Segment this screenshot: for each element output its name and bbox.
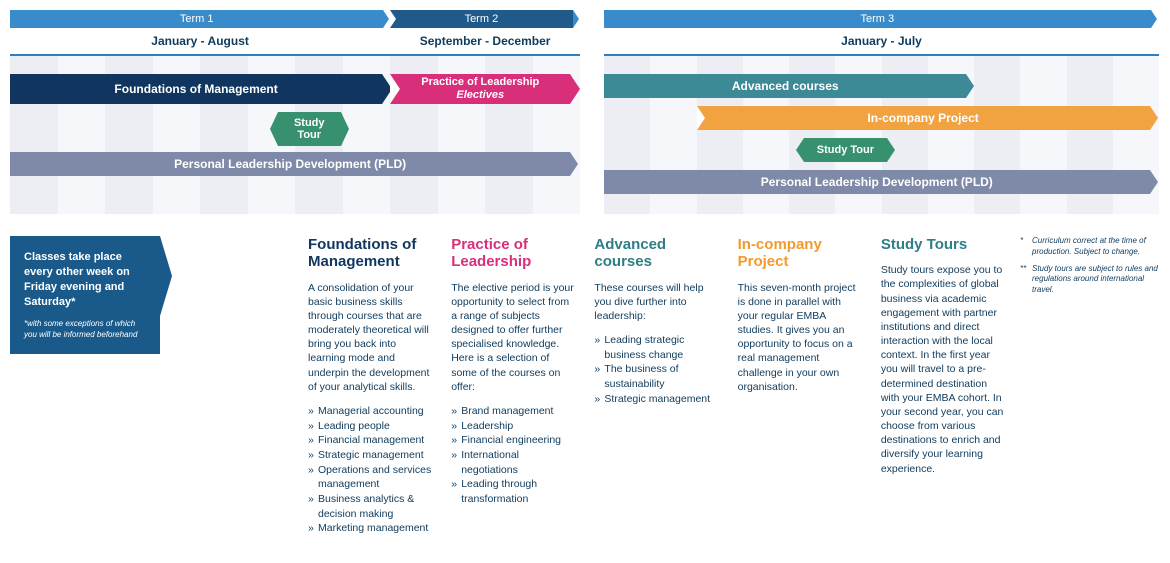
callout-main: Classes take place every other week on F… xyxy=(24,250,146,309)
in-company-bar: In-company Project xyxy=(697,106,1150,130)
study-tour-2-bar: Study Tour xyxy=(804,138,887,162)
list-item: Business analytics & decision making xyxy=(308,492,433,521)
col-incompany: In-company Project This seven-month proj… xyxy=(738,236,863,536)
list-item: Leadership xyxy=(451,419,576,434)
callout-footnote: *with some exceptions of which you will … xyxy=(24,319,146,340)
list-item: Brand management xyxy=(451,404,576,419)
info-section: Classes take place every other week on F… xyxy=(10,236,1160,536)
col-advanced-title: Advanced courses xyxy=(594,236,719,271)
col-practice-desc: The elective period is your opportunity … xyxy=(451,281,576,394)
footnote-a: *Curriculum correct at the time of produ… xyxy=(1020,236,1160,258)
list-item: International negotiations xyxy=(451,448,576,477)
schedule-callout: Classes take place every other week on F… xyxy=(10,236,160,354)
info-columns: Foundations of Management A consolidatio… xyxy=(308,236,1006,536)
col-studytours: Study Tours Study tours expose you to th… xyxy=(881,236,1006,536)
study-tour-1-bar: StudyTour xyxy=(278,112,341,146)
col-foundations-list: Managerial accounting Leading people Fin… xyxy=(308,404,433,536)
pld-right-bar: Personal Leadership Development (PLD) xyxy=(604,170,1150,194)
list-item: Strategic management xyxy=(594,392,719,407)
col-incompany-title: In-company Project xyxy=(738,236,863,271)
col-advanced: Advanced courses These courses will help… xyxy=(594,236,719,536)
list-item: Financial management xyxy=(308,433,433,448)
list-item: Managerial accounting xyxy=(308,404,433,419)
practice-bar: Practice of LeadershipElectives xyxy=(390,74,570,104)
col-practice-list: Brand management Leadership Financial en… xyxy=(451,404,576,507)
col-foundations-title: Foundations of Management xyxy=(308,236,433,271)
term-3-dates: January - July xyxy=(604,34,1159,48)
list-item: Operations and services management xyxy=(308,463,433,492)
list-item: Leading through transformation xyxy=(451,477,576,506)
foundations-bar: Foundations of Management xyxy=(10,74,382,104)
pld-left-bar: Personal Leadership Development (PLD) xyxy=(10,152,570,176)
col-incompany-desc: This seven-month project is done in para… xyxy=(738,281,863,394)
list-item: The business of sustainability xyxy=(594,362,719,391)
term-3-header: Term 3 xyxy=(604,10,1151,28)
footnotes: *Curriculum correct at the time of produ… xyxy=(1020,236,1160,536)
term-2-header: Term 2 xyxy=(390,10,572,28)
list-item: Financial engineering xyxy=(451,433,576,448)
col-foundations-desc: A consolidation of your basic business s… xyxy=(308,281,433,394)
col-studytours-desc: Study tours expose you to the complexiti… xyxy=(881,263,1006,476)
timeline-year-1: Term 1 Term 2 January - August September… xyxy=(10,10,580,196)
term-1-header: Term 1 xyxy=(10,10,383,28)
term-1-dates: January - August xyxy=(10,34,390,48)
col-practice: Practice of Leadership The elective peri… xyxy=(451,236,576,536)
col-advanced-list: Leading strategic business change The bu… xyxy=(594,333,719,406)
col-practice-title: Practice of Leadership xyxy=(451,236,576,271)
list-item: Leading strategic business change xyxy=(594,333,719,362)
advanced-bar: Advanced courses xyxy=(604,74,966,98)
term-2-dates: September - December xyxy=(390,34,580,48)
timeline-year-2: Term 3 January - July Advanced courses I… xyxy=(604,10,1159,196)
col-advanced-desc: These courses will help you dive further… xyxy=(594,281,719,324)
col-studytours-title: Study Tours xyxy=(881,236,1006,253)
list-item: Marketing management xyxy=(308,521,433,536)
footnote-b: **Study tours are subject to rules and r… xyxy=(1020,264,1160,296)
timeline: Term 1 Term 2 January - August September… xyxy=(10,10,1160,196)
list-item: Strategic management xyxy=(308,448,433,463)
col-foundations: Foundations of Management A consolidatio… xyxy=(308,236,433,536)
list-item: Leading people xyxy=(308,419,433,434)
